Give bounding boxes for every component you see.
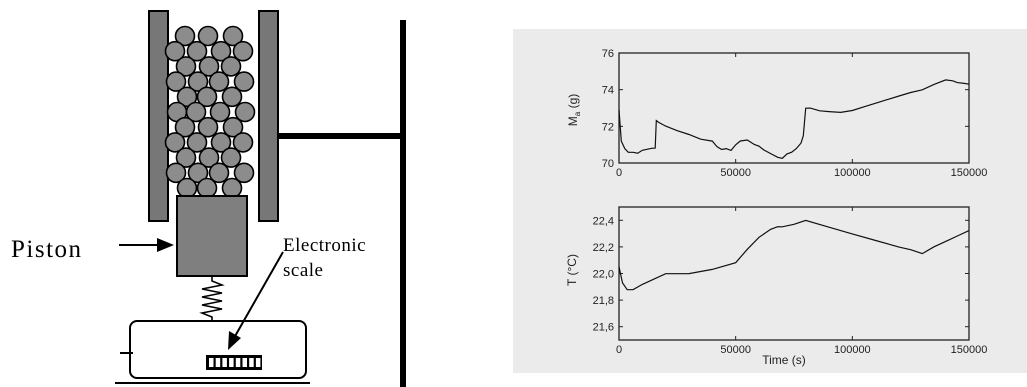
grain <box>175 147 197 168</box>
grain <box>234 101 256 123</box>
y-tick-label: 74 <box>602 85 614 97</box>
mass-y-label-main: M <box>566 116 580 126</box>
display-digit <box>222 358 227 367</box>
mass-plot: 70 72 74 76 0 50000 100000 150000 Ma (g) <box>566 48 987 179</box>
mass-y-tick-labels: 70 72 74 76 <box>602 48 614 170</box>
granular-column <box>164 25 256 199</box>
scale-arrow-head <box>228 331 241 350</box>
temperature-x-tick-labels: 0 50000 100000 150000 <box>616 344 987 356</box>
display-digit <box>209 358 214 367</box>
x-tick-label: 0 <box>616 167 622 179</box>
temperature-y-axis-label: T (°C) <box>565 254 579 286</box>
piston-arrow-head <box>157 238 174 252</box>
grain <box>209 101 231 123</box>
grain <box>222 25 244 47</box>
grain <box>221 86 243 108</box>
grain <box>197 116 219 138</box>
grain <box>233 71 255 92</box>
grain <box>221 177 243 199</box>
grain <box>165 162 187 184</box>
grain <box>197 25 219 47</box>
container-left-wall <box>148 10 169 222</box>
grain <box>175 56 197 77</box>
temperature-plot: 21,621,822,022,222,4 0 50000 100000 150000 … <box>565 206 987 367</box>
grain <box>220 147 242 168</box>
y-tick-label: 21,8 <box>593 295 614 307</box>
mass-y-label-unit: (g) <box>566 94 580 112</box>
scale-label-line1: Electronic <box>283 235 366 256</box>
y-tick-label: 21,6 <box>593 322 614 334</box>
x-tick-label: 50000 <box>720 344 751 356</box>
scale-arrow-shaft <box>233 251 284 339</box>
x-tick-label: 150000 <box>951 167 988 179</box>
grain <box>196 177 218 199</box>
x-tick-label: 50000 <box>720 167 751 179</box>
grain <box>165 71 187 92</box>
scan-background <box>513 29 1027 373</box>
grain <box>210 132 232 153</box>
grain <box>208 162 230 184</box>
grain <box>210 40 232 62</box>
grain <box>164 40 186 62</box>
grain <box>198 147 220 168</box>
mass-series-line <box>618 79 970 159</box>
display-digit <box>255 358 261 367</box>
container-right-wall <box>258 10 279 222</box>
y-tick-label: 22,0 <box>593 269 614 281</box>
grain <box>198 56 220 77</box>
spring <box>199 276 225 322</box>
stand-post <box>400 20 406 387</box>
y-tick-label: 72 <box>602 121 614 133</box>
temperature-y-tick-labels: 21,6 21,8 22,0 22,2 22,4 <box>593 215 614 333</box>
display-digit <box>215 358 221 367</box>
grain <box>187 71 209 92</box>
y-tick-label: 76 <box>602 48 614 60</box>
scale-label-line2: scale <box>283 260 323 281</box>
scale-display <box>206 355 262 370</box>
grain <box>196 86 218 108</box>
grain <box>176 177 198 199</box>
piston <box>176 195 248 277</box>
y-tick-label: 70 <box>602 158 614 170</box>
mass-x-tick-labels: 0 50000 100000 150000 <box>616 167 987 179</box>
grain <box>233 162 255 184</box>
x-tick-label: 0 <box>616 344 622 356</box>
grain <box>174 25 196 47</box>
grain <box>232 40 254 62</box>
display-digit <box>229 358 234 367</box>
grain <box>186 132 208 153</box>
grain <box>232 132 254 153</box>
time-x-axis-label: Time (s) <box>762 353 806 367</box>
grain <box>176 86 198 108</box>
display-digit <box>242 358 247 367</box>
grain <box>185 101 207 123</box>
display-digit <box>249 358 254 367</box>
grain <box>222 116 244 138</box>
grain <box>187 162 209 184</box>
y-tick-label: 22,4 <box>593 215 614 227</box>
grain <box>186 40 208 62</box>
temperature-plot-ticks <box>618 207 970 340</box>
grain <box>164 132 186 153</box>
x-tick-label: 150000 <box>951 344 988 356</box>
mass-y-axis-label: Ma (g) <box>566 94 582 126</box>
display-digit <box>235 358 241 367</box>
temperature-series-line <box>618 219 970 291</box>
piston-label: Piston <box>11 236 83 263</box>
mass-plot-frame <box>618 52 970 164</box>
x-tick-label: 100000 <box>834 167 871 179</box>
x-tick-label: 100000 <box>834 344 871 356</box>
grain <box>174 116 196 138</box>
grain <box>208 71 230 92</box>
mass-y-label-sub: a <box>573 111 582 116</box>
y-tick-label: 22,2 <box>593 242 614 254</box>
grain <box>220 56 242 77</box>
stand-arm <box>278 133 404 139</box>
apparatus-diagram: Piston Electronic scale <box>11 10 406 387</box>
